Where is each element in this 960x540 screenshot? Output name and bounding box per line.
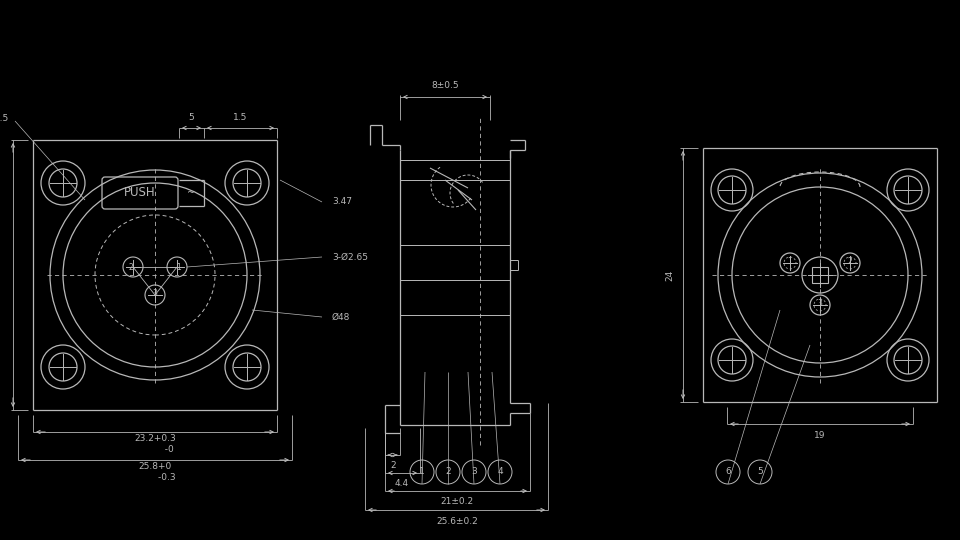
- Text: Ø48: Ø48: [332, 313, 350, 321]
- Text: 4: 4: [497, 468, 503, 476]
- Text: 2: 2: [390, 462, 396, 470]
- Text: 8±0.5: 8±0.5: [431, 80, 459, 90]
- Text: 1.5: 1.5: [233, 113, 247, 123]
- Text: 2: 2: [848, 258, 852, 267]
- Text: PUSH: PUSH: [124, 186, 156, 199]
- Text: 1: 1: [420, 468, 425, 476]
- Text: 1: 1: [177, 262, 181, 272]
- Text: 3: 3: [153, 289, 157, 299]
- Text: 3: 3: [818, 300, 823, 308]
- Text: 3.47: 3.47: [332, 198, 352, 206]
- Text: 2: 2: [445, 468, 451, 476]
- Text: 6: 6: [725, 468, 731, 476]
- Text: 2: 2: [129, 262, 133, 272]
- Text: 3: 3: [471, 468, 477, 476]
- Bar: [812, 267, 828, 283]
- Text: 21±0.2: 21±0.2: [441, 497, 473, 507]
- Text: 4.4: 4.4: [395, 480, 409, 489]
- Text: 24: 24: [665, 269, 675, 281]
- Text: 1: 1: [787, 258, 792, 267]
- Text: 5: 5: [188, 113, 194, 123]
- Text: 30.9+0
      -0.3: 30.9+0 -0.3: [0, 258, 3, 293]
- Text: ~: ~: [187, 188, 195, 198]
- Text: 23.2+0.3
          -0: 23.2+0.3 -0: [134, 434, 176, 454]
- Text: 5: 5: [757, 468, 763, 476]
- Text: 2-Ø3.5: 2-Ø3.5: [0, 113, 9, 123]
- Text: 25.8+0
        -0.3: 25.8+0 -0.3: [134, 462, 176, 482]
- Text: 19: 19: [814, 431, 826, 441]
- Text: 25.6±0.2: 25.6±0.2: [436, 516, 478, 525]
- Text: 3-Ø2.65: 3-Ø2.65: [332, 253, 368, 261]
